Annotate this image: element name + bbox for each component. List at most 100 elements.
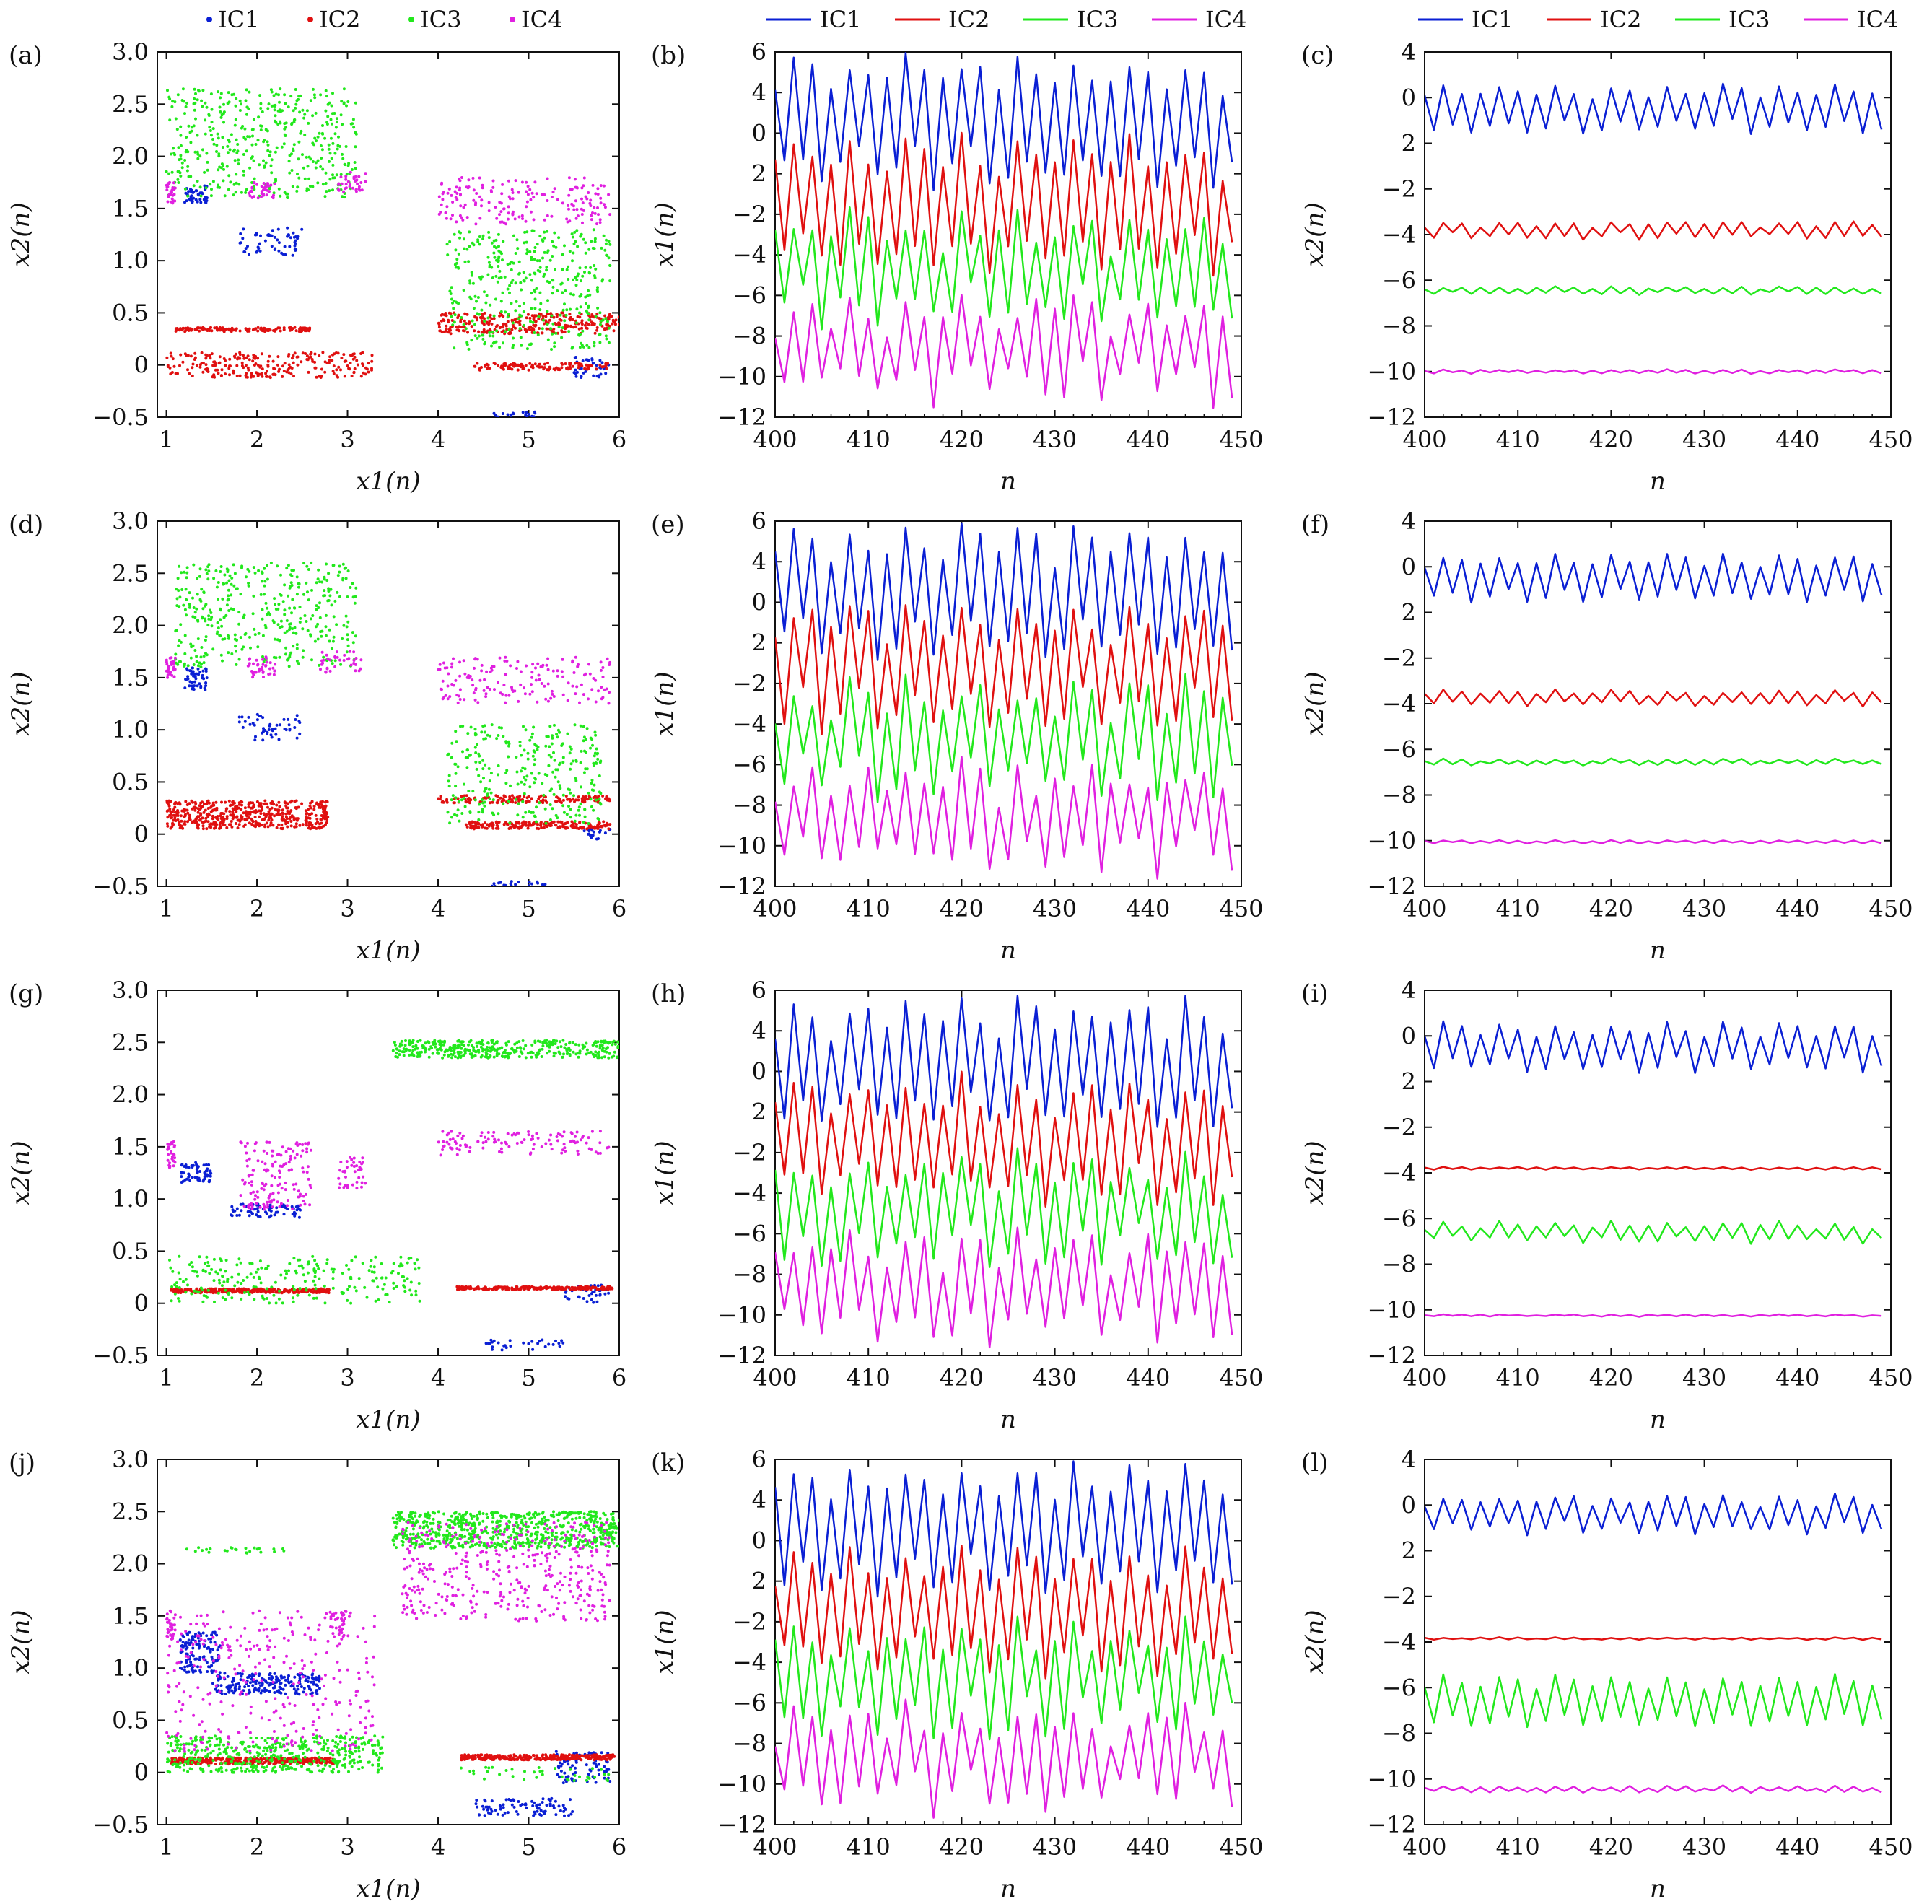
data-point [260, 352, 263, 356]
data-point [466, 331, 469, 334]
data-point [590, 358, 594, 362]
series-line-ic3 [775, 673, 1233, 803]
data-point [235, 97, 238, 100]
data-point [525, 190, 528, 193]
data-point [281, 812, 285, 816]
legend-label-ic3: IC3 [1077, 6, 1118, 33]
data-point [472, 691, 476, 695]
data-point [546, 668, 550, 671]
data-point [266, 359, 270, 363]
data-point [526, 193, 530, 196]
data-point [343, 567, 346, 570]
data-point [198, 1170, 202, 1173]
data-point [567, 805, 570, 808]
data-point [467, 178, 471, 182]
data-point [591, 743, 594, 747]
data-point [183, 187, 187, 191]
data-point [169, 810, 172, 813]
data-point [590, 688, 594, 691]
x-tick-label: 420 [940, 426, 984, 453]
data-point [284, 1206, 287, 1210]
data-point [568, 788, 572, 792]
data-point [512, 796, 516, 800]
data-point [248, 821, 251, 825]
data-point [251, 722, 255, 725]
data-point [465, 800, 468, 804]
data-point [437, 195, 441, 198]
data-point [546, 361, 549, 364]
data-point [203, 198, 206, 202]
data-point [554, 245, 558, 249]
data-point [555, 315, 559, 318]
data-point [589, 266, 593, 269]
data-point [519, 281, 523, 284]
data-point [253, 627, 256, 631]
data-point [247, 582, 250, 585]
data-point [542, 318, 545, 322]
data-point [262, 676, 265, 678]
data-point [507, 195, 511, 198]
data-point [173, 816, 177, 820]
data-point [517, 260, 521, 263]
data-point [569, 367, 572, 370]
data-point [465, 766, 469, 769]
data-point [169, 800, 172, 803]
data-point [324, 671, 328, 674]
data-point [217, 136, 220, 140]
data-point [329, 118, 333, 121]
data-point [248, 816, 250, 819]
data-point [504, 694, 508, 697]
data-point [486, 366, 490, 370]
data-point [279, 194, 282, 198]
data-point [325, 811, 329, 815]
data-point [551, 191, 555, 193]
data-point [454, 785, 458, 788]
data-point [196, 824, 199, 827]
data-point [487, 201, 491, 204]
data-point [195, 660, 198, 663]
data-point [307, 370, 310, 374]
data-point [450, 741, 454, 745]
data-point [565, 308, 569, 312]
x-tick-label: 400 [753, 426, 797, 453]
data-point [307, 824, 311, 827]
data-point [538, 801, 541, 805]
data-point [266, 730, 269, 734]
data-point [492, 239, 496, 243]
data-point [281, 826, 284, 830]
data-point [322, 655, 325, 659]
data-point [484, 1342, 488, 1345]
data-point [561, 253, 564, 256]
data-point [466, 798, 470, 801]
data-point [261, 663, 265, 666]
data-point [351, 118, 355, 121]
data-point [318, 616, 322, 619]
data-point [456, 765, 460, 769]
data-point [516, 660, 520, 663]
data-point [467, 260, 471, 263]
data-point [544, 315, 548, 318]
data-point [582, 209, 585, 212]
data-point [550, 348, 553, 351]
data-point [256, 326, 260, 329]
data-point [336, 590, 339, 594]
data-point [286, 809, 289, 813]
data-point [582, 237, 585, 241]
data-point [307, 329, 311, 333]
data-point [473, 666, 476, 670]
data-point [587, 822, 590, 825]
data-point [527, 824, 530, 827]
data-point [480, 730, 484, 734]
data-point [227, 799, 231, 803]
data-point [215, 326, 219, 330]
data-point [354, 179, 358, 182]
data-point [484, 821, 486, 825]
data-point [543, 362, 546, 366]
data-point [598, 359, 602, 362]
data-point [324, 171, 328, 175]
data-point [354, 669, 357, 673]
data-point [538, 235, 542, 238]
data-point [223, 637, 227, 641]
data-point [579, 761, 582, 764]
data-point [459, 320, 463, 323]
